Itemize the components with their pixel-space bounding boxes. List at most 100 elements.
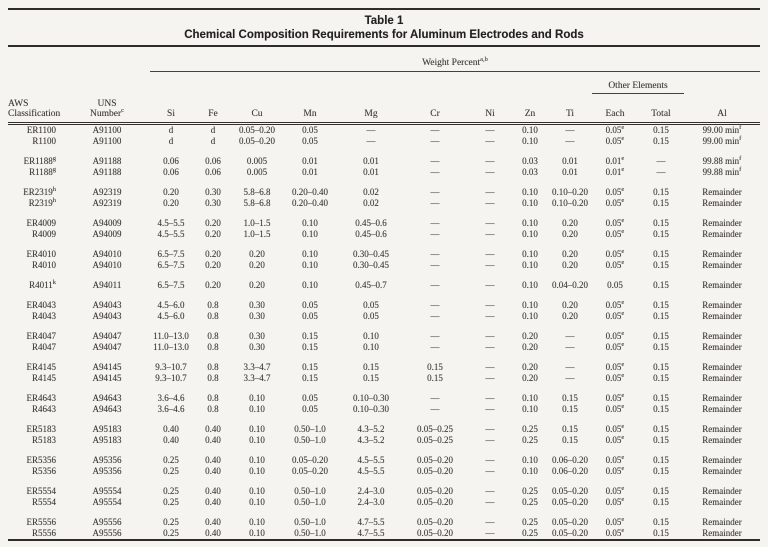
table-cell: 9.3–10.7 xyxy=(155,361,187,372)
weight-percent-header: Weight Percenta,b xyxy=(150,46,761,72)
table-cell: 0.10 xyxy=(363,341,379,352)
table-cell: 6.5–7.5 xyxy=(157,259,185,270)
table-cell: ER1188g xyxy=(23,154,56,166)
table-cell: 0.20 xyxy=(249,248,265,259)
table-cell: — xyxy=(485,465,495,476)
table-cell: Remainder xyxy=(702,485,742,496)
table-cell: 0.06 xyxy=(205,155,221,166)
table-label: Table 1 xyxy=(364,15,404,27)
table-cell: 0.15 xyxy=(562,423,578,434)
table-cell: 0.10 xyxy=(249,423,265,434)
table-cell: 2.4–3.0 xyxy=(357,496,385,507)
table-cell: Remainder xyxy=(702,527,742,538)
table-row: R4011k A94011 6.5–7.5 0.20 0.20 0.10 0.45–0.7 —… xyxy=(8,279,760,291)
table-cell: 0.25 xyxy=(522,434,538,445)
table-cell: 3.6–4.6 xyxy=(157,403,185,414)
table-cell: A94010 xyxy=(92,259,122,270)
table-cell: d xyxy=(168,124,174,135)
table-cell: Remainder xyxy=(702,465,742,476)
table-cell: Remainder xyxy=(702,186,742,197)
table-cell: Remainder xyxy=(702,248,742,259)
table-cell: 0.8 xyxy=(207,310,219,321)
table-cell: A94043 xyxy=(92,299,122,310)
table-cell: 0.005 xyxy=(246,155,268,166)
table-cell: 0.8 xyxy=(207,372,219,383)
table-cell: 4.7–5.5 xyxy=(357,516,385,527)
table-cell: 0.40 xyxy=(163,423,179,434)
table-cell: 0.06 xyxy=(163,155,179,166)
table-cell: 4.3–5.2 xyxy=(357,423,385,434)
table-cell: 0.10–0.30 xyxy=(353,392,389,403)
table-cell: 3.6–4.6 xyxy=(157,392,185,403)
table-cell: — xyxy=(485,228,495,239)
table-cell: R4009 xyxy=(31,228,56,239)
table-row: ER5183 A95183 0.40 0.40 0.10 0.50–1.0 4.3–5.2 0… xyxy=(8,423,760,435)
table-cell: — xyxy=(485,310,495,321)
table-cell: 0.10 xyxy=(522,124,538,135)
table-cell: 99.00 minf xyxy=(702,123,742,135)
table-cell: 1.0–1.5 xyxy=(243,217,271,228)
table-cell: — xyxy=(485,186,495,197)
table-cell: — xyxy=(430,259,440,270)
table-cell: 0.30 xyxy=(205,197,221,208)
group-gap xyxy=(8,508,760,517)
table-cell: 0.10 xyxy=(522,279,538,290)
table-cell: — xyxy=(430,392,440,403)
table-cell: A94145 xyxy=(92,361,122,372)
table-cell: 0.05 xyxy=(607,279,623,290)
table-cell: 0.20 xyxy=(522,330,538,341)
table-cell: 0.05 xyxy=(302,299,318,310)
weight-percent-row: Weight Percenta,b xyxy=(8,46,761,72)
table-cell: 0.15 xyxy=(653,496,669,507)
table-cell: 0.20 xyxy=(205,228,221,239)
table-cell: A94145 xyxy=(92,372,122,383)
composition-table: Weight Percenta,b Other Elements AWS Clas… xyxy=(8,45,761,541)
column-header: Fe xyxy=(192,93,234,125)
table-cell: 0.05e xyxy=(605,134,625,146)
column-header: Ti xyxy=(548,93,592,125)
table-cell: 0.15 xyxy=(653,527,669,538)
table-body: ER1100 A91100 d d 0.05–0.20 0.05— — —0.10—0.05e… xyxy=(8,123,760,540)
table-cell: 11.0–13.0 xyxy=(153,330,189,341)
table-cell: — xyxy=(485,124,495,135)
table-cell: — xyxy=(430,299,440,310)
table-cell: 0.03 xyxy=(522,155,538,166)
table-cell: 4.3–5.2 xyxy=(357,434,385,445)
table-cell: 0.05e xyxy=(605,484,625,496)
table-cell: A94643 xyxy=(92,403,122,414)
table-cell: 0.15 xyxy=(653,434,669,445)
table-cell: 0.10–0.20 xyxy=(552,186,588,197)
table-cell: 0.15 xyxy=(653,197,669,208)
table-cell: — xyxy=(430,330,440,341)
table-cell: A95556 xyxy=(92,516,122,527)
table-cell: 0.8 xyxy=(207,361,219,372)
table-cell: — xyxy=(565,330,575,341)
table-cell: — xyxy=(565,135,575,146)
table-cell: ER4010 xyxy=(26,248,56,259)
table-cell: 0.30–0.45 xyxy=(353,248,389,259)
table-cell: 0.15 xyxy=(653,259,669,270)
table-cell: 0.10 xyxy=(249,527,265,538)
table-cell: 0.8 xyxy=(207,392,219,403)
table-cell: 0.10 xyxy=(522,228,538,239)
table-cell: — xyxy=(485,403,495,414)
table-row: ER5556 A95556 0.25 0.40 0.10 0.50–1.0 4.7–5.5 0… xyxy=(8,516,760,528)
table-cell: 0.25 xyxy=(163,454,179,465)
table-cell: 5.8–6.8 xyxy=(243,197,271,208)
table-cell: Remainder xyxy=(702,434,742,445)
table-cell: — xyxy=(430,403,440,414)
table-cell: 0.45–0.6 xyxy=(355,228,387,239)
group-gap xyxy=(8,291,760,300)
table-cell: 0.10 xyxy=(522,248,538,259)
table-cell: 0.20–0.40 xyxy=(292,186,328,197)
table-cell: 0.20 xyxy=(562,259,578,270)
table-cell: — xyxy=(430,310,440,321)
table-cell: 0.05–0.25 xyxy=(417,423,453,434)
table-cell: 0.05e xyxy=(605,258,625,270)
table-cell: 0.05–0.20 xyxy=(417,527,453,538)
table-cell: 0.20 xyxy=(163,186,179,197)
table-row: R4009 A94009 4.5–5.5 0.20 1.0–1.5 0.10 0.45–0.… xyxy=(8,228,760,240)
table-cell: 99.88 minf xyxy=(702,154,742,166)
table-cell: A95556 xyxy=(92,527,122,538)
column-header: Mn xyxy=(280,93,340,125)
